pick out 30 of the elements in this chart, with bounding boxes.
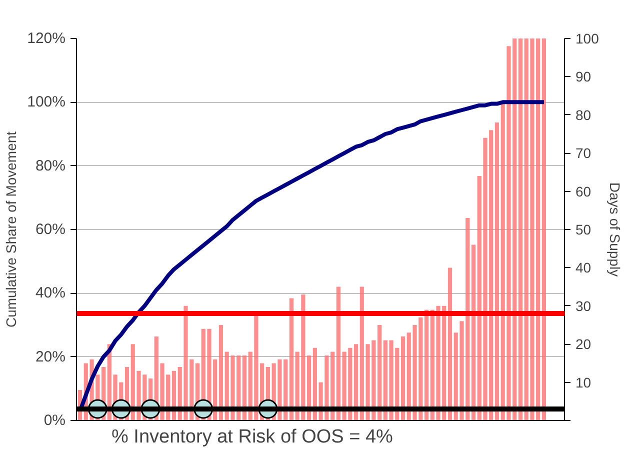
bar (400, 336, 406, 420)
bar (494, 122, 500, 420)
y-tick-label: 100% (27, 94, 66, 111)
text: % Inventory at Risk of OOS = 4% (112, 426, 394, 448)
y2-tick-label: 50 (576, 222, 592, 238)
bar (518, 38, 523, 420)
y-axis-title: Cumulative Share of Movement (3, 131, 20, 328)
y-tick-label: 120% (27, 30, 66, 47)
bar (330, 352, 335, 420)
y2-tick-label: 90 (576, 68, 592, 85)
y-tick-label: 40% (35, 284, 66, 302)
y2-tick-label: 60 (576, 183, 592, 200)
y2-tick-label: 30 (576, 298, 592, 314)
bar (448, 268, 452, 420)
bar (218, 325, 224, 420)
y2-tick-label: 80 (576, 106, 592, 123)
bar (471, 244, 476, 420)
y-tick-label: 20% (35, 348, 66, 366)
bar (542, 38, 546, 420)
y2-tick-label: 20 (576, 336, 592, 352)
y2-tick-label: 100 (576, 30, 600, 46)
bar (354, 344, 358, 420)
y-tick-label: 60% (35, 221, 66, 238)
bar (377, 325, 382, 420)
y2-axis-title: Days of Supply (606, 182, 623, 277)
y2-tick-label: 40 (576, 260, 592, 276)
y2-tick-label: 10 (576, 374, 592, 390)
y-tick-label: 80% (35, 157, 66, 174)
y-tick-label: 0% (44, 412, 66, 429)
y2-tick-label: 70 (576, 145, 592, 162)
